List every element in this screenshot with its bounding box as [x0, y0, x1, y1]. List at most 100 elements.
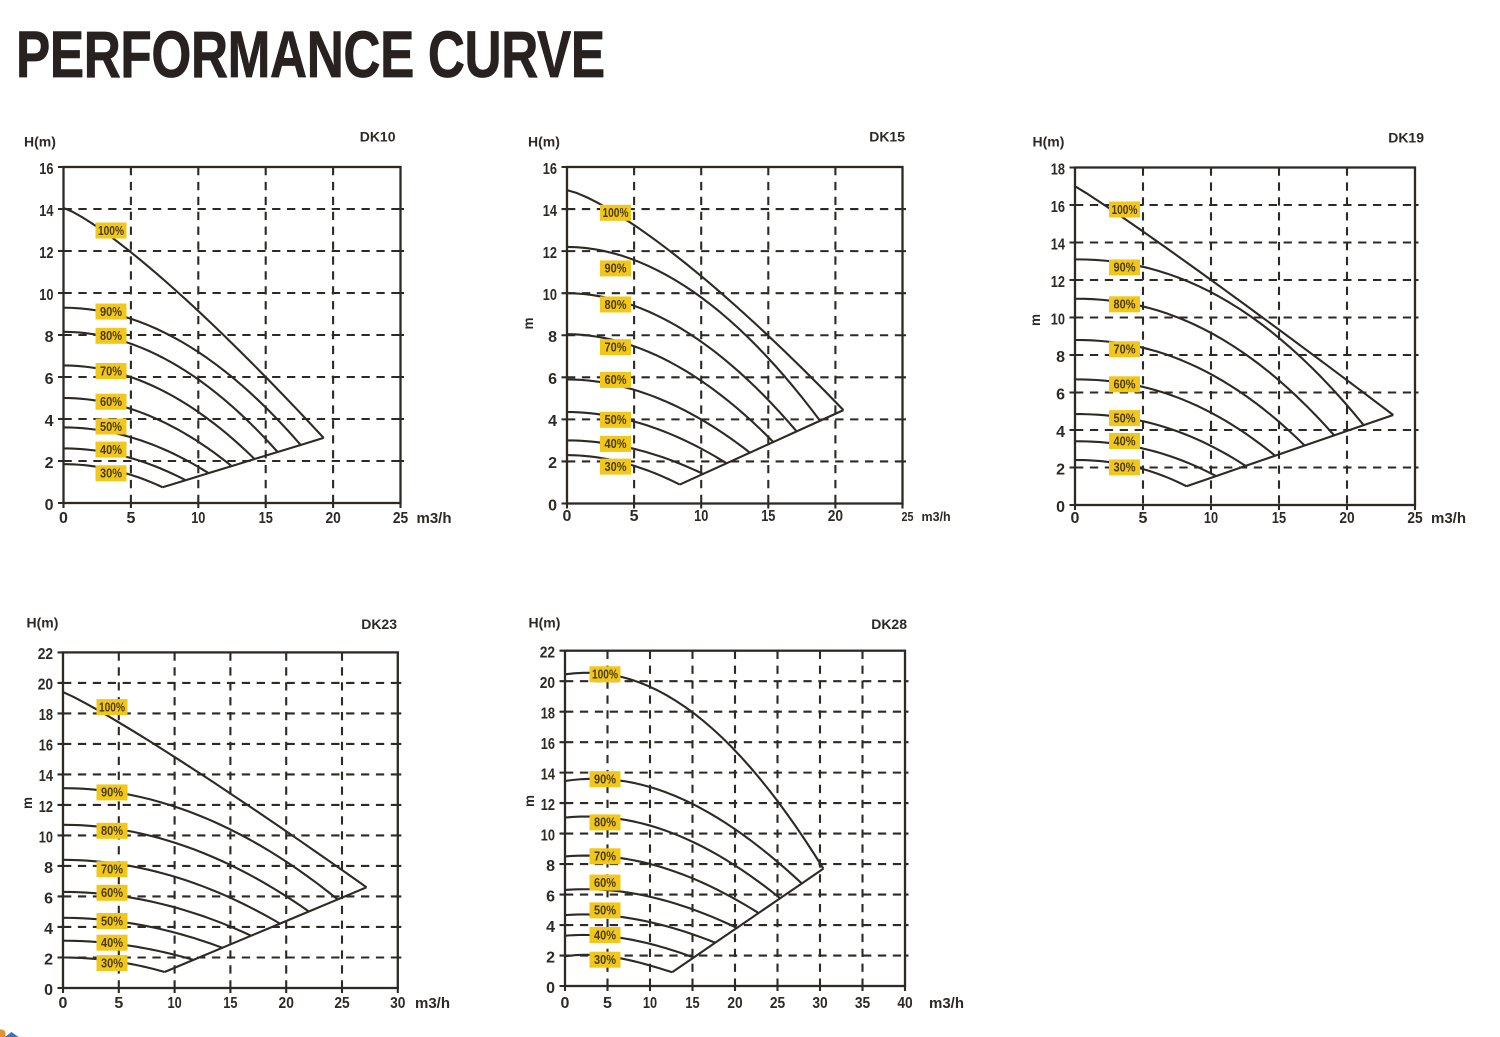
svg-text:50%: 50%: [100, 420, 122, 434]
svg-text:m3/h: m3/h: [415, 995, 450, 1012]
svg-text:60%: 60%: [100, 395, 122, 409]
svg-text:90%: 90%: [594, 773, 616, 787]
svg-text:m3/h: m3/h: [922, 510, 951, 524]
svg-text:2: 2: [44, 951, 53, 968]
svg-text:20: 20: [828, 508, 843, 525]
svg-text:0: 0: [45, 497, 54, 514]
svg-text:H(m): H(m): [529, 615, 561, 631]
svg-text:100%: 100%: [603, 206, 629, 220]
svg-text:6: 6: [45, 371, 54, 388]
svg-text:H(m): H(m): [1033, 134, 1065, 150]
svg-text:0: 0: [1071, 510, 1080, 527]
svg-text:90%: 90%: [1114, 261, 1136, 275]
svg-text:15: 15: [1272, 510, 1286, 527]
svg-text:30%: 30%: [101, 956, 123, 970]
svg-text:70%: 70%: [101, 863, 123, 877]
svg-text:80%: 80%: [1114, 298, 1136, 312]
svg-text:16: 16: [541, 736, 555, 753]
svg-text:70%: 70%: [594, 850, 616, 864]
svg-text:10: 10: [168, 995, 182, 1012]
svg-text:5: 5: [126, 510, 135, 527]
svg-text:8: 8: [548, 329, 557, 346]
svg-text:4: 4: [44, 921, 53, 938]
svg-text:DK28: DK28: [871, 616, 907, 632]
svg-text:12: 12: [1051, 274, 1065, 291]
svg-text:20: 20: [727, 995, 742, 1012]
svg-text:10: 10: [1204, 510, 1218, 527]
svg-text:60%: 60%: [594, 876, 616, 890]
svg-text:0: 0: [44, 982, 53, 999]
svg-text:100%: 100%: [592, 668, 618, 682]
svg-text:15: 15: [685, 995, 699, 1012]
svg-text:14: 14: [543, 203, 557, 220]
svg-text:5: 5: [630, 508, 639, 525]
svg-text:18: 18: [39, 707, 53, 724]
svg-text:40%: 40%: [1114, 434, 1136, 448]
svg-text:DK10: DK10: [360, 129, 396, 145]
svg-text:10: 10: [39, 287, 53, 304]
svg-text:20: 20: [279, 995, 294, 1012]
svg-text:6: 6: [548, 371, 557, 388]
svg-text:25: 25: [770, 995, 785, 1012]
svg-text:6: 6: [44, 890, 53, 907]
svg-text:15: 15: [223, 995, 237, 1012]
svg-text:0: 0: [561, 995, 570, 1012]
svg-text:m: m: [521, 317, 536, 329]
svg-text:10: 10: [541, 827, 555, 844]
svg-text:10: 10: [643, 995, 657, 1012]
svg-text:12: 12: [39, 799, 53, 816]
svg-text:10: 10: [39, 829, 53, 846]
svg-text:50%: 50%: [1114, 411, 1136, 425]
svg-text:m: m: [20, 797, 35, 809]
svg-text:5: 5: [603, 995, 612, 1012]
svg-text:m: m: [1028, 314, 1043, 326]
svg-text:80%: 80%: [100, 329, 122, 343]
svg-text:DK23: DK23: [361, 616, 397, 632]
svg-text:30: 30: [390, 995, 405, 1012]
svg-text:50%: 50%: [101, 914, 123, 928]
svg-text:H(m): H(m): [27, 615, 59, 631]
svg-text:18: 18: [1051, 161, 1065, 178]
svg-text:14: 14: [541, 766, 555, 783]
svg-text:80%: 80%: [605, 298, 627, 312]
svg-text:100%: 100%: [1112, 203, 1138, 217]
svg-text:8: 8: [45, 329, 54, 346]
svg-text:90%: 90%: [605, 262, 627, 276]
svg-text:5: 5: [114, 995, 123, 1012]
svg-text:0: 0: [548, 497, 557, 514]
svg-text:60%: 60%: [1114, 378, 1136, 392]
svg-text:80%: 80%: [101, 824, 123, 838]
svg-text:4: 4: [45, 413, 54, 430]
svg-text:60%: 60%: [605, 373, 627, 387]
svg-text:4: 4: [548, 413, 557, 430]
svg-text:20: 20: [325, 510, 340, 527]
svg-text:10: 10: [191, 510, 205, 527]
svg-text:m3/h: m3/h: [1431, 510, 1466, 527]
svg-text:16: 16: [39, 161, 53, 178]
svg-text:0: 0: [563, 508, 572, 525]
svg-text:16: 16: [1051, 199, 1065, 216]
svg-text:40%: 40%: [605, 437, 627, 451]
svg-text:25: 25: [393, 510, 408, 527]
svg-text:16: 16: [39, 738, 53, 755]
svg-text:18: 18: [541, 705, 555, 722]
svg-text:100%: 100%: [98, 224, 124, 238]
svg-text:14: 14: [1051, 236, 1065, 253]
svg-text:22: 22: [540, 645, 555, 662]
svg-text:DK19: DK19: [1388, 130, 1424, 146]
svg-text:30%: 30%: [594, 953, 616, 967]
svg-text:50%: 50%: [605, 413, 627, 427]
svg-text:0: 0: [59, 510, 68, 527]
svg-text:60%: 60%: [101, 886, 123, 900]
svg-text:25: 25: [334, 995, 349, 1012]
svg-text:90%: 90%: [100, 305, 122, 319]
svg-text:8: 8: [1056, 349, 1065, 366]
svg-text:m3/h: m3/h: [929, 995, 964, 1012]
svg-text:DK15: DK15: [869, 129, 905, 145]
svg-text:14: 14: [39, 768, 53, 785]
svg-text:70%: 70%: [1114, 343, 1136, 357]
svg-text:100%: 100%: [99, 700, 125, 714]
svg-text:10: 10: [1051, 311, 1065, 328]
svg-text:10: 10: [694, 508, 708, 525]
svg-text:2: 2: [1056, 461, 1065, 478]
